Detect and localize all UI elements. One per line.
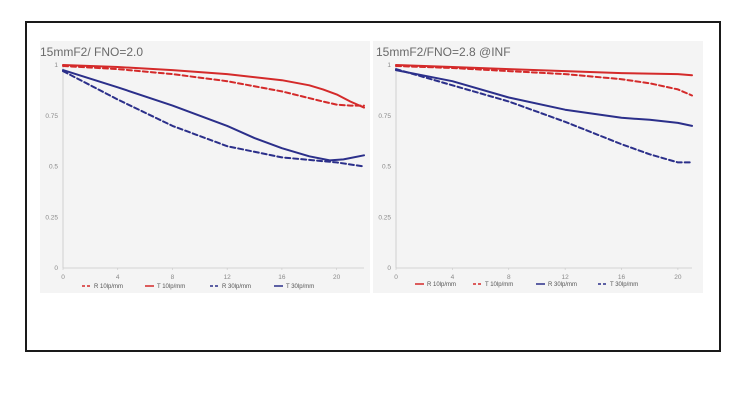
chart-title-right: 15mmF2/FNO=2.8 @INF — [376, 45, 511, 59]
x-tick-label: 16 — [618, 274, 626, 281]
series-line-3 — [395, 68, 693, 164]
x-tick-label: 4 — [116, 274, 120, 281]
y-tick-label: 0.75 — [45, 113, 58, 120]
x-tick-label: 16 — [278, 274, 286, 281]
y-tick-label: 0 — [54, 265, 58, 272]
series-line-2 — [62, 70, 365, 168]
x-tick-label: 20 — [333, 274, 341, 281]
legend-label: R 30lp/mm — [548, 282, 577, 288]
x-tick-label: 8 — [507, 274, 511, 281]
y-tick-label: 1 — [387, 62, 391, 69]
legend-label: R 10lp/mm — [94, 284, 123, 290]
y-tick-label: 0.25 — [45, 214, 58, 221]
chart-title-left: 15mmF2/ FNO=2.0 — [40, 45, 144, 59]
x-tick-label: 0 — [61, 274, 65, 281]
x-tick-label: 12 — [562, 274, 570, 281]
legend-label: R 30lp/mm — [222, 284, 251, 290]
y-tick-label: 0.5 — [49, 164, 58, 171]
x-tick-label: 8 — [171, 274, 175, 281]
chart-panel-left — [40, 41, 370, 293]
legend-label: T 10lp/mm — [157, 284, 185, 290]
legend-label: T 10lp/mm — [485, 282, 513, 288]
series-line-0 — [62, 65, 365, 107]
y-tick-label: 0 — [387, 265, 391, 272]
x-tick-label: 4 — [451, 274, 455, 281]
x-tick-label: 20 — [674, 274, 682, 281]
x-tick-label: 12 — [224, 274, 232, 281]
y-tick-label: 0.5 — [382, 164, 391, 171]
series-line-1 — [395, 65, 693, 97]
series-line-1 — [62, 64, 365, 109]
legend-label: T 30lp/mm — [610, 282, 638, 288]
y-tick-label: 0.75 — [378, 113, 391, 120]
legend-label: T 30lp/mm — [286, 284, 314, 290]
x-tick-label: 0 — [394, 274, 398, 281]
series-line-3 — [62, 69, 365, 162]
y-tick-label: 1 — [54, 62, 58, 69]
series-line-2 — [395, 69, 693, 127]
legend-label: R 10lp/mm — [427, 282, 456, 288]
y-tick-label: 0.25 — [378, 214, 391, 221]
